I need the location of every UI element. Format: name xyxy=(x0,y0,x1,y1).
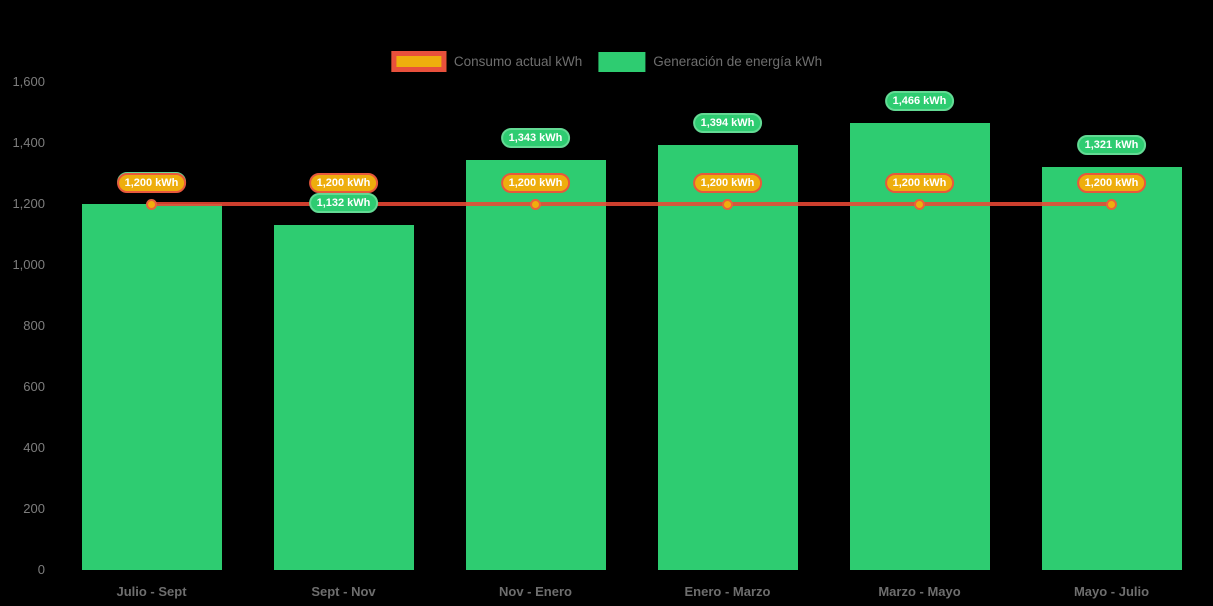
line-point-marker xyxy=(146,198,157,210)
line-point-marker xyxy=(722,198,733,210)
x-axis-category-label: Sept - Nov xyxy=(311,584,376,599)
generation-value-label: 1,132 kWh xyxy=(308,192,379,213)
y-axis-tick-label: 600 xyxy=(23,379,45,394)
consumption-value-label: 1,200 kWh xyxy=(116,173,187,193)
consumption-value-label: 1,200 kWh xyxy=(884,173,955,193)
generation-value-label: 1,343 kWh xyxy=(500,128,571,149)
line-point-marker xyxy=(1106,198,1117,210)
consumption-value-label: 1,200 kWh xyxy=(500,173,571,193)
consumption-line xyxy=(151,202,1112,206)
generation-value-label: 1,321 kWh xyxy=(1076,135,1147,156)
y-axis-tick-label: 1,200 xyxy=(12,196,45,211)
generation-bar xyxy=(657,144,798,570)
x-axis-category-label: Nov - Enero xyxy=(499,584,572,599)
generation-bar xyxy=(1041,167,1182,570)
consumption-value-label: 1,200 kWh xyxy=(692,173,763,193)
legend-label-consumo: Consumo actual kWh xyxy=(453,54,583,69)
y-axis-tick-label: 1,400 xyxy=(12,135,45,150)
generation-value-label: 1,394 kWh xyxy=(692,112,763,133)
x-axis-category-label: Marzo - Mayo xyxy=(878,584,961,599)
x-axis-category-label: Enero - Marzo xyxy=(684,584,771,599)
y-axis-tick-label: 200 xyxy=(23,501,45,516)
x-axis-category-label: Mayo - Julio xyxy=(1073,584,1150,599)
y-axis-tick-label: 1,600 xyxy=(12,74,45,89)
legend: Consumo actual kWh Generación de energía… xyxy=(390,51,823,72)
legend-item-generacion[interactable]: Generación de energía kWh xyxy=(598,51,823,72)
y-axis-tick-label: 1,000 xyxy=(12,257,45,272)
consumption-value-label: 1,200 kWh xyxy=(1076,173,1147,193)
generation-bar xyxy=(273,224,414,570)
legend-label-generacion: Generación de energía kWh xyxy=(653,54,823,69)
y-axis-tick-label: 0 xyxy=(37,562,45,577)
legend-item-consumo[interactable]: Consumo actual kWh xyxy=(390,51,583,72)
consumo-line-swatch-icon xyxy=(390,51,446,72)
y-axis-tick-label: 400 xyxy=(23,440,45,455)
consumption-value-label: 1,200 kWh xyxy=(308,173,379,193)
generation-bar xyxy=(849,122,990,570)
generation-bar xyxy=(81,204,222,570)
line-point-marker xyxy=(914,198,925,210)
generation-value-label: 1,466 kWh xyxy=(884,90,955,111)
x-axis-category-label: Julio - Sept xyxy=(116,584,187,599)
generacion-bar-swatch-icon xyxy=(598,51,646,72)
y-axis-tick-label: 800 xyxy=(23,318,45,333)
line-point-marker xyxy=(530,198,541,210)
generation-bar xyxy=(465,160,606,570)
